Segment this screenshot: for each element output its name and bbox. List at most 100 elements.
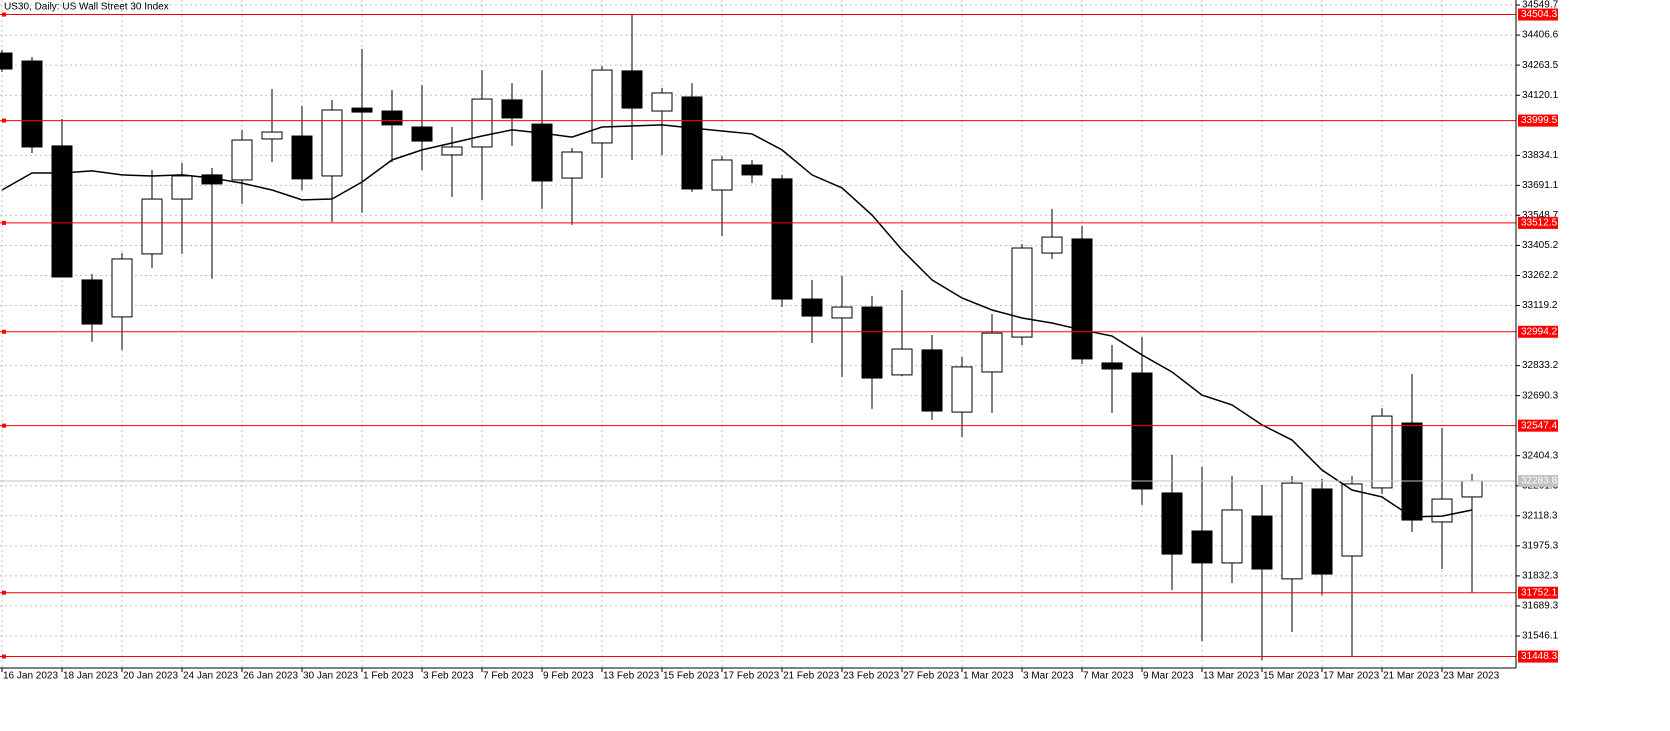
- candle-body: [0, 52, 13, 70]
- candle-body: [291, 135, 313, 180]
- level-label-box: [1518, 325, 1558, 338]
- x-tick-label: 26 Jan 2023: [243, 671, 298, 682]
- x-tick-label: 3 Mar 2023: [1023, 671, 1074, 682]
- level-label-box: [1518, 650, 1558, 663]
- marks-layer: [0, 12, 1516, 660]
- level-label-box: [1518, 586, 1558, 599]
- candle-body: [1131, 372, 1153, 490]
- x-tick-label: 17 Feb 2023: [723, 671, 780, 682]
- level-label: 31752.1: [1521, 587, 1558, 598]
- x-tick-label: 1 Mar 2023: [963, 671, 1014, 682]
- level-anchor: [2, 12, 6, 17]
- x-tick-label: 27 Feb 2023: [903, 671, 960, 682]
- y-tick-label: 31546.1: [1522, 631, 1559, 642]
- x-tick-label: 17 Mar 2023: [1323, 671, 1380, 682]
- candle-body: [471, 98, 493, 148]
- candle-body: [1431, 498, 1453, 523]
- level-label-box: [1518, 216, 1558, 229]
- candle-body: [261, 131, 283, 140]
- x-tick-label: 7 Mar 2023: [1083, 671, 1134, 682]
- candle-body: [231, 139, 253, 181]
- moving-average-line: [1, 124, 1473, 518]
- candle-body: [411, 126, 433, 142]
- level-anchor: [2, 118, 6, 123]
- candle-body: [1161, 492, 1183, 555]
- level-label: 33512.5: [1521, 218, 1558, 229]
- axes-layer: 34549.7 34406.6 34263.5 34120.1 33834.1 33691…: [0, 0, 1559, 682]
- candle-body: [651, 92, 673, 112]
- y-tick-label: 34120.1: [1522, 90, 1559, 101]
- candle-body: [951, 366, 973, 413]
- candle-body: [1371, 415, 1393, 489]
- level-label-box: [1518, 114, 1558, 127]
- candle-body: [1071, 238, 1093, 360]
- level-anchor: [2, 654, 6, 659]
- x-tick-label: 23 Mar 2023: [1443, 671, 1500, 682]
- candle-body: [1101, 362, 1123, 370]
- y-tick-label: 31689.3: [1522, 601, 1559, 612]
- x-tick-label: 15 Mar 2023: [1263, 671, 1320, 682]
- level-label: 33999.5: [1521, 115, 1558, 126]
- candle-body: [51, 145, 73, 278]
- level-label-box: [1518, 8, 1558, 21]
- x-tick-label: 7 Feb 2023: [483, 671, 534, 682]
- bid-label: 32283.8: [1521, 476, 1558, 487]
- y-tick-label: 32690.3: [1522, 390, 1559, 401]
- level-anchor: [2, 423, 6, 428]
- x-tick-label: 15 Feb 2023: [663, 671, 720, 682]
- y-tick-label: 31975.3: [1522, 540, 1559, 551]
- bid-label-box: [1518, 475, 1558, 488]
- candle-body: [1041, 236, 1063, 254]
- level-label: 32994.2: [1521, 326, 1558, 337]
- y-tick-label: 32118.3: [1522, 510, 1558, 521]
- candle-body: [1251, 515, 1273, 570]
- x-tick-label: 3 Feb 2023: [423, 671, 474, 682]
- candle-body: [711, 159, 733, 191]
- candle-body: [111, 258, 133, 318]
- candle-body: [921, 349, 943, 412]
- level-label: 31448.3: [1521, 651, 1558, 662]
- level-anchor: [2, 590, 6, 595]
- candle-body: [1461, 480, 1483, 498]
- candle-body: [381, 110, 403, 126]
- candle-body: [591, 69, 613, 144]
- x-tick-label: 24 Jan 2023: [183, 671, 238, 682]
- candle-body: [801, 298, 823, 317]
- candle-body: [1011, 247, 1033, 338]
- y-tick-label: 31832.3: [1522, 571, 1559, 582]
- candle-body: [1401, 422, 1423, 521]
- x-tick-label: 9 Mar 2023: [1143, 671, 1194, 682]
- candle-body: [681, 96, 703, 190]
- candle-body: [1341, 483, 1363, 557]
- candle-body: [171, 175, 193, 200]
- y-tick-label: 33548.7: [1522, 210, 1559, 221]
- y-tick-label: 33405.2: [1522, 240, 1559, 251]
- y-tick-label: 33691.1: [1522, 180, 1559, 191]
- candle-body: [741, 164, 763, 176]
- candle-body: [1221, 509, 1243, 564]
- y-tick-label: 32833.2: [1522, 360, 1559, 371]
- x-tick-label: 9 Feb 2023: [543, 671, 594, 682]
- candle-body: [981, 332, 1003, 373]
- y-tick-label: 32404.3: [1522, 450, 1559, 461]
- candle-body: [531, 123, 553, 182]
- x-tick-label: 1 Feb 2023: [363, 671, 414, 682]
- candle-body: [861, 306, 883, 379]
- x-tick-label: 18 Jan 2023: [63, 671, 118, 682]
- candle-body: [831, 306, 853, 319]
- level-anchor: [2, 220, 6, 225]
- x-tick-label: 20 Jan 2023: [123, 671, 178, 682]
- x-tick-label: 30 Jan 2023: [303, 671, 358, 682]
- candle-body: [321, 109, 343, 177]
- y-tick-label: 34406.6: [1522, 30, 1559, 41]
- x-tick-label: 13 Mar 2023: [1203, 671, 1260, 682]
- chart-title: US30, Daily: US Wall Street 30 Index: [4, 2, 169, 13]
- y-tick-label: 33834.1: [1522, 150, 1559, 161]
- level-anchor: [2, 329, 6, 334]
- level-label-box: [1518, 419, 1558, 432]
- candle-body: [771, 178, 793, 300]
- candle-body: [891, 348, 913, 376]
- y-tick-label: 34549.7: [1522, 0, 1559, 11]
